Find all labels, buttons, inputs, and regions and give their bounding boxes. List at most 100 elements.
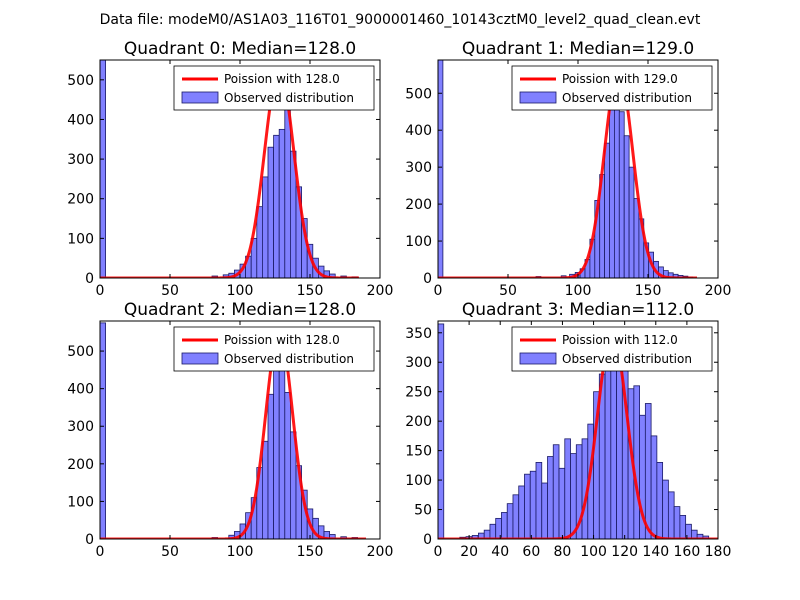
histogram-bar (267, 146, 274, 278)
histogram-bar (329, 534, 336, 539)
y-tick-label: 300 (67, 419, 94, 435)
histogram-bar (284, 392, 291, 539)
y-tick-label: 200 (405, 414, 432, 430)
y-tick-label: 250 (405, 385, 432, 401)
y-tick-label: 300 (405, 160, 432, 176)
x-tick-label: 40 (491, 544, 509, 560)
x-tick-label: 150 (297, 283, 324, 299)
histogram-bar (256, 206, 263, 278)
legend-bar-swatch (519, 352, 557, 365)
panel-quadrant-3: Quadrant 3: Median=112.00 20 40 60 80 100 120 1… (405, 300, 731, 560)
histogram-bar (261, 440, 269, 539)
histogram-bar (273, 363, 280, 539)
y-tick-label: 200 (405, 197, 432, 213)
figure-title: Data file: modeM0/AS1A03_116T01_90000014… (100, 12, 701, 28)
panel-title: Quadrant 1: Median=129.0 (462, 39, 694, 59)
histogram-bar (547, 456, 554, 539)
y-tick-label: 0 (85, 271, 94, 287)
histogram-bar (267, 393, 274, 539)
histogram-bar (667, 491, 675, 539)
histogram-bar (618, 111, 625, 278)
histogram-bar (512, 494, 520, 539)
histogram-bar (438, 60, 444, 278)
histogram-bar (506, 503, 514, 539)
legend-line-label: Poission with 112.0 (562, 333, 678, 347)
x-tick-label: 0 (96, 283, 105, 299)
y-tick-label: 500 (67, 73, 94, 89)
y-tick-label: 200 (67, 192, 94, 208)
x-tick-label: 180 (705, 544, 732, 560)
y-tick-label: 0 (423, 532, 432, 548)
y-tick-label: 500 (405, 86, 432, 102)
histogram-bar (501, 512, 508, 539)
histogram-bar (679, 515, 687, 539)
x-tick-label: 120 (611, 544, 638, 560)
x-tick-label: 0 (434, 283, 443, 299)
legend-bar-label: Observed distribution (562, 352, 692, 366)
legend: Poission with 128.0 Observed distribution (173, 326, 375, 372)
x-tick-label: 150 (297, 544, 324, 560)
x-tick-label: 150 (635, 283, 662, 299)
poisson-curve (100, 68, 359, 278)
y-tick-label: 150 (405, 444, 432, 460)
panel-title: Quadrant 3: Median=112.0 (462, 300, 694, 320)
x-tick-label: 200 (367, 544, 394, 560)
histogram-bar (541, 482, 548, 539)
histogram-bar (100, 60, 106, 278)
histogram-bar (609, 107, 615, 278)
histogram-bar (604, 142, 610, 278)
panels: Quadrant 0: Median=128.00 50 100 150 2000100… (67, 39, 731, 560)
histogram-bar (656, 462, 664, 539)
x-tick-label: 50 (161, 283, 179, 299)
histogram-bar (623, 135, 630, 278)
y-tick-label: 350 (405, 326, 432, 342)
histogram-bar (100, 322, 106, 539)
y-tick-label: 100 (405, 473, 432, 489)
x-tick-label: 160 (674, 544, 701, 560)
histogram-bar (552, 444, 560, 539)
histogram-bar (604, 361, 612, 539)
histogram-bar (662, 479, 669, 539)
y-tick-label: 300 (67, 152, 94, 168)
x-tick-label: 200 (367, 283, 394, 299)
x-tick-label: 50 (499, 283, 517, 299)
legend-box (511, 65, 713, 111)
x-tick-label: 50 (161, 544, 179, 560)
legend-bar-swatch (181, 91, 219, 104)
panel-title: Quadrant 2: Median=128.0 (124, 300, 356, 320)
histogram-bar (535, 462, 543, 539)
x-tick-label: 100 (227, 544, 254, 560)
x-tick-label: 100 (227, 283, 254, 299)
legend-bar-label: Observed distribution (224, 352, 354, 366)
histogram-bar (644, 403, 652, 539)
y-tick-label: 200 (67, 457, 94, 473)
y-tick-label: 0 (85, 532, 94, 548)
y-tick-label: 300 (405, 355, 432, 371)
histogram-bar (518, 485, 525, 539)
panel-quadrant-1: Quadrant 1: Median=129.0 0 50 100 150 200 0 100… (405, 39, 731, 299)
histogram-bar (673, 506, 681, 539)
y-tick-label: 400 (67, 112, 94, 128)
y-tick-label: 400 (67, 382, 94, 398)
panel-quadrant-2: Quadrant 2: Median=128.0 0 50 100 150 200 0 100… (67, 300, 393, 560)
x-tick-label: 100 (565, 283, 592, 299)
x-tick-label: 20 (460, 544, 478, 560)
x-tick-label: 100 (580, 544, 607, 560)
histogram-bar (633, 385, 640, 539)
poisson-curve (100, 330, 366, 539)
histogram-bar (278, 128, 286, 278)
legend: Poission with 112.0 Observed distribution (511, 326, 713, 372)
x-tick-label: 0 (434, 544, 443, 560)
legend-line-label: Poission with 128.0 (224, 72, 340, 86)
histogram-bar (529, 470, 537, 539)
legend: Poission with 128.0 Observed distribution (173, 65, 375, 111)
legend: Poission with 129.0 Observed distribution (511, 65, 713, 111)
panel-quadrant-0: Quadrant 0: Median=128.0 0 50 100 150 200 0 100… (67, 39, 393, 299)
x-tick-label: 0 (96, 544, 105, 560)
axes-frame (437, 320, 719, 540)
x-tick-label: 60 (522, 544, 540, 560)
histogram-bar (564, 438, 571, 539)
y-tick-label: 100 (67, 231, 94, 247)
x-tick-label: 80 (554, 544, 572, 560)
legend-bar-label: Observed distribution (224, 91, 354, 105)
